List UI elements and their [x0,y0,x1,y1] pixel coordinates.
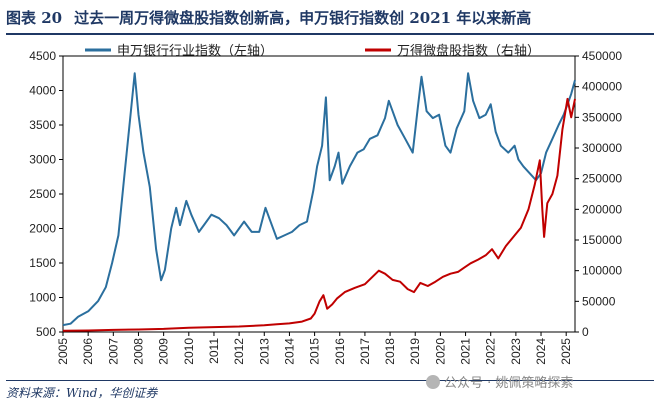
x-tick-label: 2014 [282,338,296,365]
y-right-tick-label: 200000 [582,202,622,216]
x-tick-label: 2022 [484,338,498,365]
wechat-icon [426,375,440,389]
y-right-tick-label: 0 [582,325,589,339]
series-line-2 [62,97,576,332]
x-tick-label: 2025 [559,338,573,365]
x-tick-label: 2017 [358,338,372,365]
x-tick-label: 2023 [509,338,523,365]
plot-frame [62,55,576,333]
x-tick-label: 2024 [534,338,548,365]
y-left-tick-label: 2000 [29,222,56,236]
source-note: 资料来源：Wind，华创证券 [6,386,158,400]
title-rule [6,33,654,35]
y-left-tick-label: 2500 [29,187,56,201]
x-tick-label: 2011 [207,338,221,364]
x-tick-label: 2007 [106,338,120,365]
figure-title-text: 过去一周万得微盘股指数创新高，申万银行指数创 2021 年以来新高 [74,9,532,27]
y-right-tick-label: 100000 [582,264,622,278]
y-left-tick-label: 4000 [29,84,56,98]
x-tick-label: 2013 [257,338,271,365]
series-line-1 [62,72,576,327]
dual-axis-line-chart: 500 1000 1500 2000 2500 3000 3500 4000 4500 0 5000… [29,43,622,365]
plot-area: 500 1000 1500 2000 2500 3000 3500 4000 4500 0 5000… [29,43,622,365]
figure-label: 图表 20 [6,9,63,27]
x-tick-label: 2015 [308,338,322,365]
x-tick-label: 2009 [157,338,171,365]
y-left-tick-label: 1500 [29,256,56,270]
legend-label-2: 万得微盘股指数（右轴） [397,43,540,59]
x-tick-label: 2010 [182,338,196,365]
watermark: 公众号 · 姚佩策略探索 [426,372,573,391]
y-left-tick-label: 4500 [29,49,56,63]
y-left-tick-label: 1000 [29,291,56,305]
y-left-tick-label: 3500 [29,118,56,132]
x-tick-label: 2016 [333,338,347,365]
x-tick-label: 2006 [81,338,95,365]
source-rule [6,380,654,381]
y-right-tick-label: 150000 [582,233,622,247]
legend-label-1: 申万银行行业指数（左轴） [117,44,273,59]
y-left-tick-label: 3000 [29,153,56,167]
x-tick-label: 2019 [408,338,422,365]
x-tick-label: 2005 [56,338,70,365]
y-right-tick-label: 50000 [582,294,616,308]
x-tick-label: 2020 [433,338,447,365]
y-left-tick-label: 500 [36,325,56,339]
y-right-tick-label: 400000 [582,80,622,94]
y-right-tick-label: 350000 [582,110,622,124]
y-right-tick-label: 450000 [582,49,622,63]
y-right-tick-label: 250000 [582,172,622,186]
x-tick-label: 2018 [383,338,397,365]
x-tick-label: 2008 [131,338,145,365]
y-right-tick-label: 300000 [582,141,622,155]
figure-title: 图表 20 过去一周万得微盘股指数创新高，申万银行指数创 2021 年以来新高 [6,5,654,31]
watermark-text: 公众号 · 姚佩策略探索 [444,376,574,391]
x-tick-label: 2021 [459,338,473,365]
x-tick-label: 2012 [232,338,246,365]
